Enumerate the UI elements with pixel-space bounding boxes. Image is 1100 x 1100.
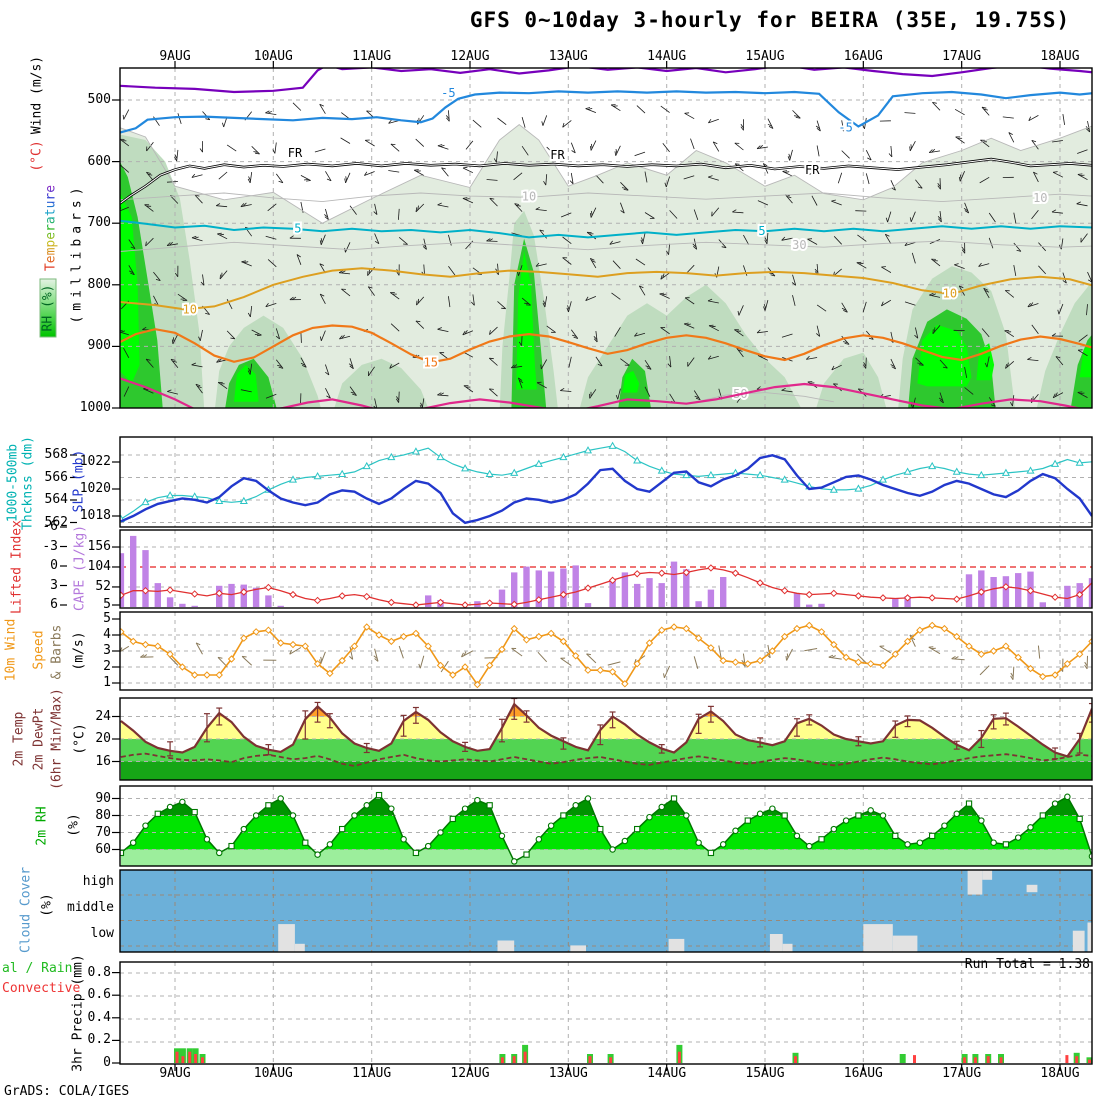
- pressure-tick-label: 600: [87, 153, 111, 169]
- slp-tick-label: 1020: [79, 481, 111, 496]
- day-label-bottom: 16AUG: [843, 1066, 883, 1081]
- panel-p4: [120, 612, 1092, 690]
- page-title: GFS 0~10day 3-hourly for BEIRA (35E, 19.…: [469, 8, 1071, 32]
- run-total-value: Run Total = 1.38: [964, 957, 1090, 972]
- cape-tick-label: 5: [103, 597, 111, 612]
- day-label-top: 10AUG: [253, 49, 293, 64]
- panel-p7: [120, 870, 1092, 952]
- day-label-top: 9AUG: [159, 49, 191, 64]
- svg-text:10: 10: [1033, 191, 1047, 205]
- dewpt2m-axis-label: 2m DewPt: [31, 707, 47, 771]
- precip-tick-label: 0.6: [87, 987, 111, 1003]
- wind-tick-label: 3: [103, 643, 111, 658]
- upper-degc-axis-label: (°C): [29, 140, 45, 172]
- svg-text:FR: FR: [288, 146, 303, 160]
- cloud-level-label: low: [90, 926, 114, 941]
- cape-tick-label: 52: [95, 578, 111, 594]
- temp-tick-label: 16: [95, 753, 111, 769]
- day-label-bottom: 11AUG: [352, 1066, 392, 1081]
- panel-p3: [120, 530, 1092, 608]
- rh-tick-label: 80: [95, 807, 111, 823]
- precip-convective-legend: Convective: [2, 981, 81, 996]
- pressure-tick-label: 900: [87, 338, 111, 354]
- day-label-bottom: 10AUG: [253, 1066, 293, 1081]
- day-label-top: 13AUG: [548, 49, 588, 64]
- pressure-tick-label: 700: [87, 215, 111, 231]
- precip-tick-label: 0.4: [87, 1009, 111, 1025]
- day-label-top: 17AUG: [942, 49, 982, 64]
- precip-total-legend: al / Rain: [2, 961, 73, 976]
- day-label-bottom: 18AUG: [1040, 1066, 1080, 1081]
- li-tick-label: 3: [50, 577, 58, 593]
- wind-tick-label: 5: [103, 611, 111, 626]
- thickness-tick-label: 566: [44, 469, 68, 485]
- day-label-bottom: 14AUG: [647, 1066, 687, 1081]
- upper-wind-axis-label: Wind (m/s): [29, 55, 45, 135]
- thickness-tick-label: 564: [44, 492, 68, 507]
- wind10m-axis-label: 10m Wind: [3, 618, 19, 682]
- temp-tick-label: 20: [95, 731, 111, 746]
- li-tick-label: 6: [50, 597, 58, 612]
- day-label-top: 18AUG: [1040, 49, 1080, 64]
- day-label-bottom: 17AUG: [942, 1066, 982, 1081]
- cloud-level-label: high: [82, 874, 114, 889]
- svg-text:5: 5: [294, 222, 301, 236]
- temp-tick-label: 24: [95, 708, 111, 724]
- wind-tick-label: 1: [103, 675, 111, 690]
- cape-tick-label: 156: [87, 539, 111, 555]
- precip-tick-label: 0.8: [87, 964, 111, 980]
- rh-tick-label: 70: [95, 824, 111, 840]
- day-label-bottom: 13AUG: [548, 1066, 588, 1081]
- day-label-top: 12AUG: [450, 49, 490, 64]
- day-label-bottom: 9AUG: [159, 1066, 191, 1081]
- svg-text:10: 10: [943, 286, 957, 300]
- grads-credit: GrADS: COLA/IGES: [4, 1084, 130, 1099]
- day-label-top: 16AUG: [843, 49, 883, 64]
- cloud-level-label: middle: [67, 900, 114, 915]
- svg-text:-5: -5: [441, 86, 455, 100]
- svg-text:FR: FR: [805, 163, 820, 177]
- wind-tick-label: 4: [103, 627, 111, 642]
- wind-tick-label: 2: [103, 659, 111, 674]
- slp-tick-label: 1022: [79, 454, 111, 469]
- precip-tick-label: 0.2: [87, 1032, 111, 1048]
- svg-text:30: 30: [792, 238, 806, 252]
- panel-p2: [120, 437, 1092, 527]
- svg-text:10: 10: [182, 302, 196, 316]
- li-tick-label: -3: [42, 538, 58, 554]
- svg-text:FR: FR: [550, 148, 565, 162]
- svg-text:10: 10: [522, 190, 536, 204]
- thickness-tick-label: 562: [44, 514, 68, 530]
- upper-millibars-axis-label: (millibars): [69, 182, 85, 324]
- day-label-bottom: 12AUG: [450, 1066, 490, 1081]
- rh-tick-label: 60: [95, 841, 111, 857]
- wind10m-speed-label: Speed: [31, 630, 47, 670]
- cloud-cover-axis-label: Cloud Cover: [18, 866, 34, 954]
- day-label-bottom: 15AUG: [745, 1066, 785, 1081]
- cape-tick-label: 104: [87, 558, 111, 574]
- panel-p8: [120, 962, 1092, 1064]
- precip-tick-label: 0: [103, 1055, 111, 1070]
- li-tick-label: 0: [50, 558, 58, 573]
- day-label-top: 15AUG: [745, 49, 785, 64]
- slp-tick-label: 1018: [79, 508, 111, 523]
- li-tick-label: -6: [42, 519, 58, 534]
- cloud-unit-label: (%): [39, 893, 55, 917]
- pressure-tick-label: 500: [87, 92, 111, 107]
- temp2m-axis-label: 2m Temp: [11, 711, 27, 767]
- svg-text:5: 5: [758, 224, 765, 238]
- day-label-top: 14AUG: [647, 49, 687, 64]
- rh-tick-label: 90: [95, 790, 111, 806]
- pressure-tick-label: 1000: [79, 400, 111, 415]
- day-label-top: 11AUG: [352, 49, 392, 64]
- pressure-tick-label: 800: [87, 276, 111, 292]
- thickness-tick-label: 568: [44, 447, 68, 462]
- rh2m-axis-label: 2m RH: [34, 806, 50, 846]
- svg-text:-5: -5: [838, 121, 852, 135]
- svg-text:15: 15: [423, 355, 437, 369]
